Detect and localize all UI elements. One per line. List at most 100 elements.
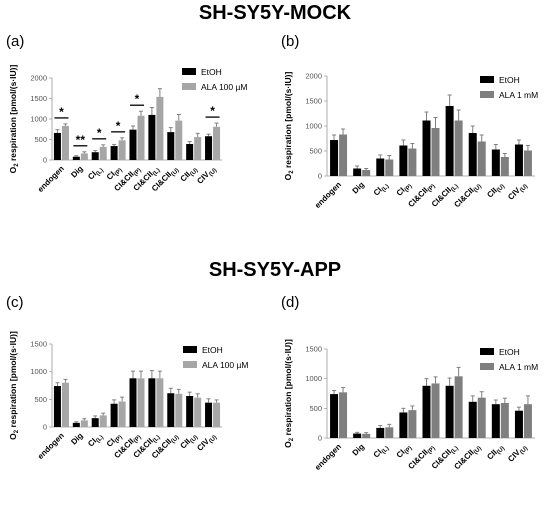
- significance-marker: *: [210, 104, 215, 118]
- y-axis-label: O2 respiration [pmol/(s·IU)]: [8, 65, 20, 174]
- bar-ala: [339, 134, 348, 176]
- x-tick-label: CIV(U): [195, 164, 218, 187]
- bar-etoh: [129, 378, 137, 427]
- bar-etoh: [186, 396, 194, 427]
- legend-label: EtOH: [201, 67, 222, 77]
- bar-ala: [339, 392, 348, 438]
- x-tick-label: CI(P): [395, 442, 414, 461]
- significance-marker: *: [59, 105, 64, 119]
- bar-etoh: [186, 144, 194, 160]
- x-tick-label: CI&CII(U): [150, 164, 181, 195]
- x-tick-label: endogen: [36, 431, 66, 461]
- legend-label: EtOH: [202, 345, 223, 355]
- bar-ala: [194, 397, 202, 427]
- x-tick-label: CI(L): [86, 164, 105, 183]
- legend-swatch: [183, 361, 197, 368]
- bar-ala: [431, 383, 440, 438]
- y-tick-label: 2000: [305, 72, 322, 81]
- title-sh-sy5y-app: SH-SY5Y-APP: [208, 259, 342, 281]
- bar-etoh: [91, 418, 99, 427]
- legend-swatch: [480, 91, 494, 98]
- bar-ala: [362, 170, 371, 176]
- y-tick-label: 1500: [305, 97, 322, 106]
- significance-marker: *: [135, 92, 140, 106]
- x-tick-label: CI&CII(U): [452, 180, 483, 211]
- legend-swatch: [183, 346, 197, 353]
- bar-ala: [362, 433, 371, 438]
- bar-ala: [156, 96, 164, 160]
- bar-etoh: [129, 129, 137, 160]
- chart-panel-c: (c) 0 500 1000 1500 O2 respiration [pmol/(s·I…: [6, 294, 248, 462]
- y-tick-label: 1500: [30, 340, 47, 349]
- x-tick-label: CII(U): [485, 442, 506, 463]
- bar-ala: [194, 137, 202, 160]
- bar-etoh: [445, 385, 454, 438]
- chart-panel-b: (b) 0 500 1000 1500 2000 O2 respiration [pmol/…: [281, 33, 538, 211]
- y-tick-label: 2000: [30, 74, 47, 83]
- y-axis-label: O2 respiration [pmol/(s·IU)]: [8, 331, 20, 440]
- x-tick-label: CIV(U): [506, 442, 529, 465]
- legend-swatch: [480, 76, 494, 83]
- legend-swatch: [480, 348, 494, 355]
- bar-ala: [408, 148, 417, 176]
- bar-ala: [408, 410, 417, 438]
- x-tick-label: CI&CII(U): [150, 431, 181, 462]
- bar-etoh: [514, 144, 523, 176]
- panel-label: (c): [6, 294, 24, 311]
- bar-ala: [61, 125, 69, 160]
- legend-label: ALA 1 mM: [499, 90, 538, 100]
- bar-etoh: [148, 114, 156, 160]
- bar-ala: [156, 378, 164, 427]
- bar-etoh: [167, 132, 175, 160]
- bar-etoh: [376, 158, 385, 176]
- x-tick-label: CI(L): [86, 431, 105, 450]
- x-tick-label: CI(L): [372, 442, 391, 461]
- bar-ala: [118, 401, 126, 427]
- x-tick-label: CI(L): [372, 180, 391, 199]
- x-tick-label: endogen: [313, 442, 343, 472]
- legend-label: ALA 100 µM: [201, 82, 247, 92]
- x-tick-label: Dig: [351, 180, 367, 196]
- bar-ala: [523, 150, 532, 176]
- y-tick-label: 500: [309, 147, 322, 156]
- bar-etoh: [422, 385, 431, 438]
- legend-swatch: [480, 363, 494, 370]
- bar-etoh: [491, 149, 500, 176]
- bar-ala: [137, 115, 145, 160]
- y-tick-label: 1500: [30, 94, 47, 103]
- x-tick-label: CI(P): [105, 431, 124, 450]
- bar-ala: [523, 404, 532, 438]
- y-tick-label: 500: [34, 135, 47, 144]
- bar-etoh: [205, 402, 213, 427]
- bar-ala: [61, 382, 69, 427]
- bar-etoh: [445, 106, 454, 176]
- bar-etoh: [91, 152, 99, 160]
- bar-etoh: [399, 412, 408, 438]
- y-axis-label: O2 respiration [pmol/(s·IU)]: [283, 72, 295, 181]
- x-tick-label: endogen: [313, 180, 343, 210]
- bar-etoh: [53, 132, 61, 160]
- bar-etoh: [422, 120, 431, 176]
- significance-marker: **: [76, 133, 86, 147]
- bar-etoh: [110, 146, 118, 160]
- bar-ala: [213, 126, 221, 160]
- legend-label: EtOH: [499, 347, 520, 357]
- x-tick-label: CI&CII(U): [452, 442, 483, 473]
- bar-etoh: [353, 433, 362, 438]
- y-axis-label: O2 respiration [pmol/(s·IU)]: [283, 339, 295, 448]
- bar-etoh: [167, 393, 175, 427]
- x-tick-label: endogen: [36, 164, 66, 194]
- legend-label: ALA 1 mM: [499, 362, 538, 372]
- bar-ala: [118, 140, 126, 160]
- chart-panel-d: (d) 0 500 1000 1500 O2 respiration [pmol/(s·I…: [281, 294, 538, 473]
- legend-swatch: [182, 68, 196, 75]
- bar-etoh: [491, 404, 500, 438]
- bar-etoh: [468, 401, 477, 438]
- y-tick-label: 1000: [30, 367, 47, 376]
- bar-ala: [454, 120, 463, 176]
- panel-label: (b): [281, 33, 299, 50]
- y-tick-label: 1500: [305, 345, 322, 354]
- bar-etoh: [72, 422, 80, 427]
- bar-etoh: [330, 394, 339, 438]
- panel-label: (a): [6, 33, 24, 50]
